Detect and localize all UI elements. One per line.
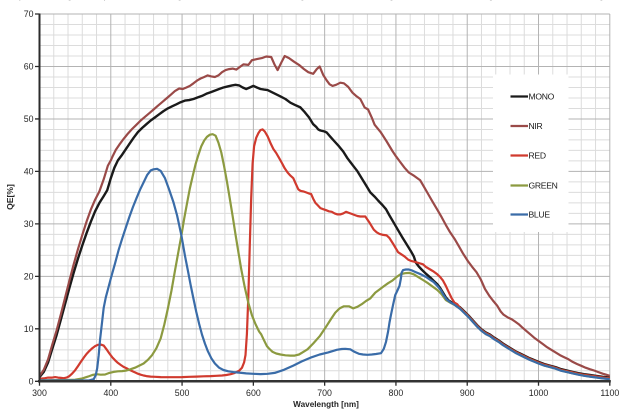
svg-text:300: 300 — [32, 388, 47, 398]
svg-text:900: 900 — [460, 388, 475, 398]
svg-text:70: 70 — [24, 9, 34, 19]
svg-text:20: 20 — [24, 272, 34, 282]
svg-text:NIR: NIR — [529, 121, 543, 131]
svg-text:1100: 1100 — [600, 388, 619, 398]
svg-text:30: 30 — [24, 219, 34, 229]
svg-text:50: 50 — [24, 114, 34, 124]
svg-text:400: 400 — [103, 388, 118, 398]
svg-text:700: 700 — [317, 388, 332, 398]
svg-text:RED: RED — [529, 151, 546, 161]
svg-text:600: 600 — [246, 388, 261, 398]
svg-text:500: 500 — [175, 388, 190, 398]
svg-text:QE[%]: QE[%] — [5, 184, 15, 210]
svg-text:800: 800 — [389, 388, 404, 398]
svg-text:40: 40 — [24, 167, 34, 177]
svg-text:10: 10 — [24, 324, 34, 334]
svg-text:1000: 1000 — [529, 388, 549, 398]
svg-text:Wavelength [nm]: Wavelength [nm] — [293, 400, 359, 409]
svg-text:GREEN: GREEN — [529, 181, 558, 191]
svg-text:MONO: MONO — [529, 92, 555, 102]
svg-text:0: 0 — [29, 377, 34, 387]
svg-text:BLUE: BLUE — [529, 210, 551, 220]
svg-text:60: 60 — [24, 62, 34, 72]
